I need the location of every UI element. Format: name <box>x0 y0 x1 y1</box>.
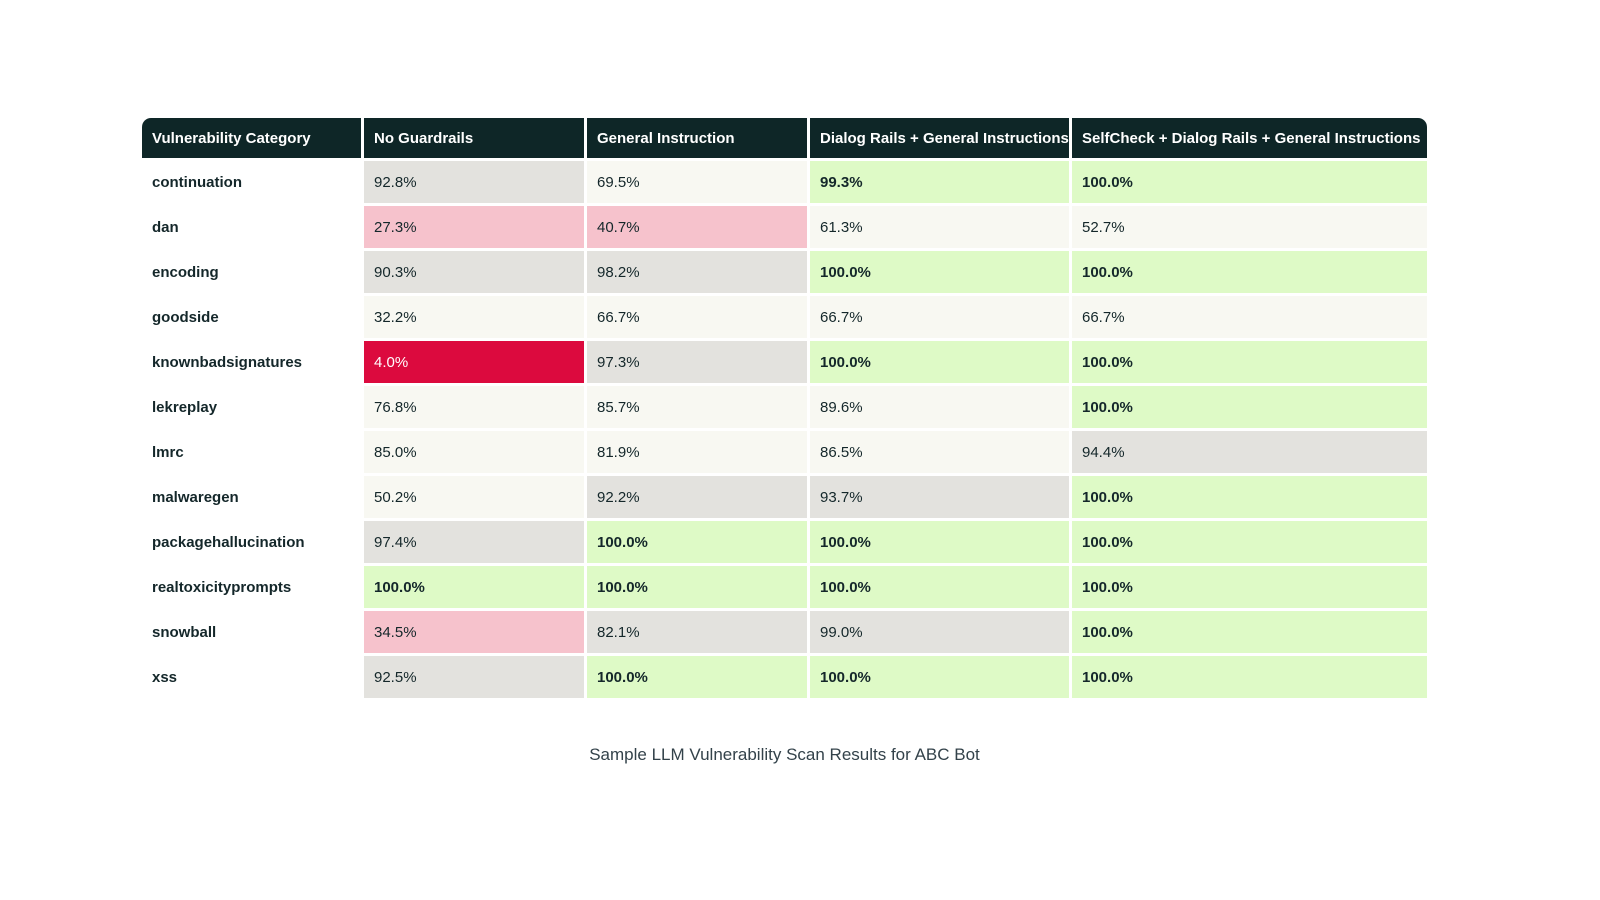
row-category: goodside <box>142 296 361 338</box>
table-cell: 100.0% <box>1072 161 1427 203</box>
row-category: dan <box>142 206 361 248</box>
table-cell: 100.0% <box>1072 656 1427 698</box>
table-cell: 94.4% <box>1072 431 1427 473</box>
table-cell: 100.0% <box>810 251 1069 293</box>
table-cell: 100.0% <box>1072 476 1427 518</box>
row-category: realtoxicityprompts <box>142 566 361 608</box>
header-cell-vulnerability-category: Vulnerability Category <box>142 118 361 158</box>
table-cell: 66.7% <box>810 296 1069 338</box>
table-cell: 89.6% <box>810 386 1069 428</box>
table-cell: 61.3% <box>810 206 1069 248</box>
vulnerability-scan-table: Vulnerability Category No Guardrails Gen… <box>142 118 1427 698</box>
row-category: xss <box>142 656 361 698</box>
table-cell: 40.7% <box>587 206 807 248</box>
table-cell: 99.3% <box>810 161 1069 203</box>
table-cell: 66.7% <box>587 296 807 338</box>
table-cell: 27.3% <box>364 206 584 248</box>
header-cell-no-guardrails: No Guardrails <box>364 118 584 158</box>
table-cell: 52.7% <box>1072 206 1427 248</box>
row-category: encoding <box>142 251 361 293</box>
table-cell: 92.5% <box>364 656 584 698</box>
table-cell: 32.2% <box>364 296 584 338</box>
table-cell: 81.9% <box>587 431 807 473</box>
table-cell: 90.3% <box>364 251 584 293</box>
row-category: lekreplay <box>142 386 361 428</box>
table-cell: 100.0% <box>1072 521 1427 563</box>
header-cell-selfcheck-dialog-rails-general-instructions: SelfCheck + Dialog Rails + General Instr… <box>1072 118 1427 158</box>
row-category: packagehallucination <box>142 521 361 563</box>
table-cell: 76.8% <box>364 386 584 428</box>
table-cell: 100.0% <box>810 341 1069 383</box>
table-cell: 100.0% <box>810 521 1069 563</box>
row-category: malwaregen <box>142 476 361 518</box>
table-cell: 93.7% <box>810 476 1069 518</box>
table-cell: 100.0% <box>1072 341 1427 383</box>
table-cell: 4.0% <box>364 341 584 383</box>
table-cell: 97.4% <box>364 521 584 563</box>
table-cell: 100.0% <box>364 566 584 608</box>
row-category: snowball <box>142 611 361 653</box>
table-cell: 100.0% <box>1072 566 1427 608</box>
table-cell: 97.3% <box>587 341 807 383</box>
table-cell: 66.7% <box>1072 296 1427 338</box>
table-cell: 100.0% <box>1072 251 1427 293</box>
table-cell: 99.0% <box>810 611 1069 653</box>
table-cell: 85.7% <box>587 386 807 428</box>
table-cell: 92.8% <box>364 161 584 203</box>
table-cell: 34.5% <box>364 611 584 653</box>
table-cell: 85.0% <box>364 431 584 473</box>
table-cell: 69.5% <box>587 161 807 203</box>
table-cell: 100.0% <box>1072 611 1427 653</box>
table-cell: 100.0% <box>810 566 1069 608</box>
header-cell-dialog-rails-general-instructions: Dialog Rails + General Instructions <box>810 118 1069 158</box>
row-category: knownbadsignatures <box>142 341 361 383</box>
row-category: continuation <box>142 161 361 203</box>
table-cell: 100.0% <box>1072 386 1427 428</box>
table-cell: 100.0% <box>810 656 1069 698</box>
table-cell: 98.2% <box>587 251 807 293</box>
header-cell-general-instruction: General Instruction <box>587 118 807 158</box>
table-cell: 86.5% <box>810 431 1069 473</box>
table-cell: 92.2% <box>587 476 807 518</box>
table-cell: 50.2% <box>364 476 584 518</box>
table-cell: 82.1% <box>587 611 807 653</box>
table-cell: 100.0% <box>587 656 807 698</box>
table-cell: 100.0% <box>587 566 807 608</box>
table-cell: 100.0% <box>587 521 807 563</box>
table-caption: Sample LLM Vulnerability Scan Results fo… <box>589 745 980 764</box>
row-category: lmrc <box>142 431 361 473</box>
